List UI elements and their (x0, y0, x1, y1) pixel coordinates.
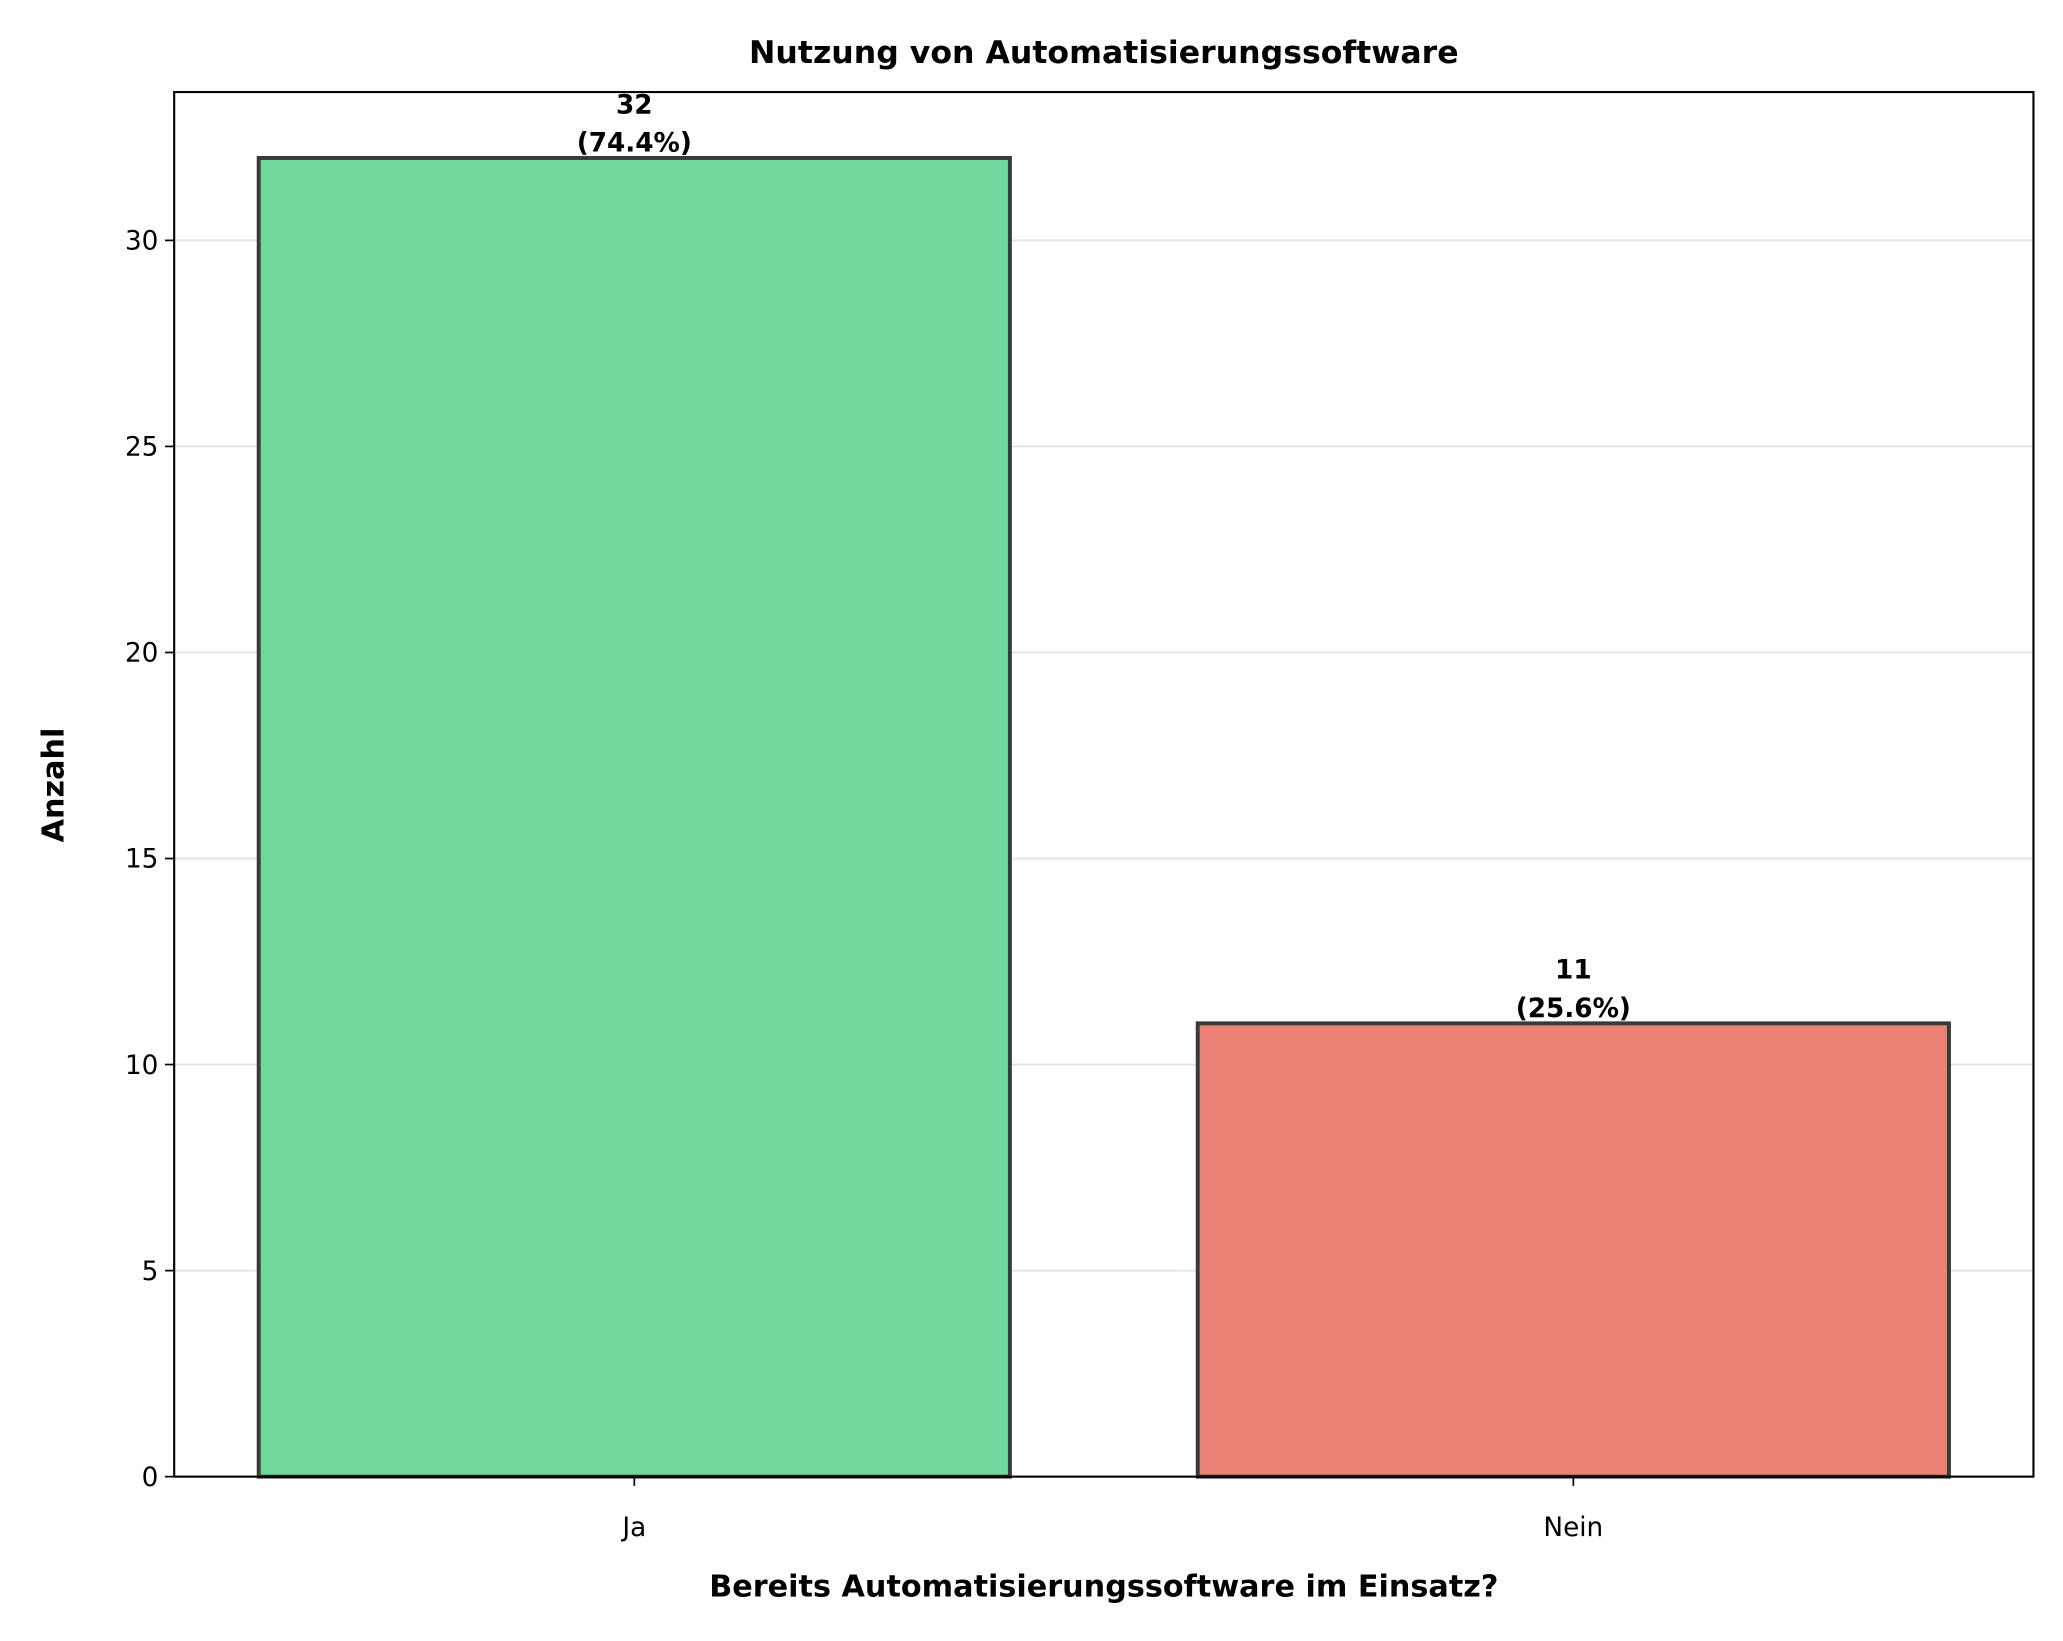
x-tick-label: Ja (620, 1513, 646, 1543)
data-label-percent: (74.4%) (577, 128, 692, 158)
x-axis-label: Bereits Automatisierungssoftware im Eins… (709, 1569, 1498, 1604)
y-tick-label: 10 (125, 1051, 158, 1081)
chart-title: Nutzung von Automatisierungssoftware (749, 35, 1459, 71)
bar-ja (256, 156, 1012, 1479)
y-tick-label: 30 (125, 227, 158, 257)
data-label-count: 32 (616, 90, 653, 120)
y-tick-label: 0 (142, 1463, 159, 1493)
y-tick-label: 5 (142, 1257, 159, 1287)
x-tick-label: Nein (1543, 1513, 1603, 1543)
y-tick-label: 15 (125, 845, 158, 875)
plot-frame (173, 90, 2035, 1478)
y-tick-label: 25 (125, 433, 158, 463)
data-label-count: 11 (1555, 956, 1592, 986)
y-tick-label: 20 (125, 639, 158, 669)
data-label-percent: (25.6%) (1516, 994, 1631, 1024)
y-axis-label: Anzahl (37, 728, 72, 843)
bar-nein (1195, 1021, 1951, 1479)
